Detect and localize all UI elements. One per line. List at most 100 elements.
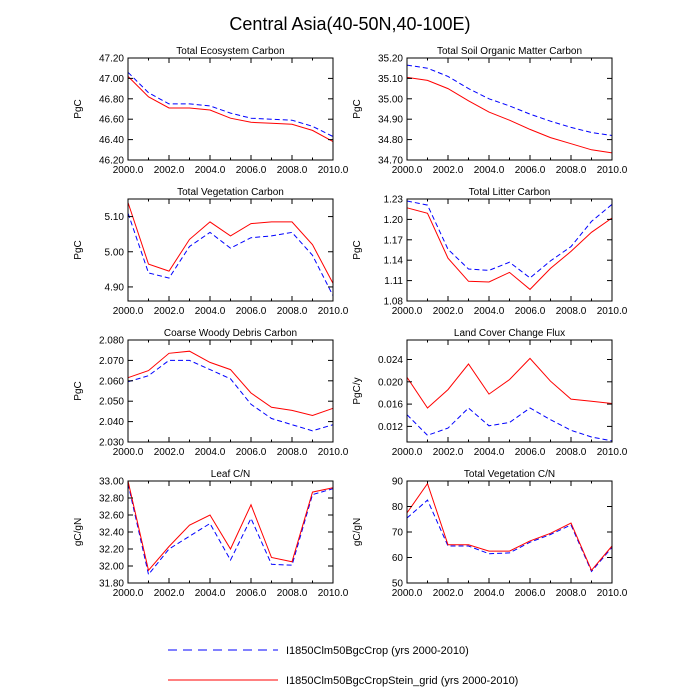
y-tick-label: 46.60 [99, 115, 124, 126]
panel-title: Total Ecosystem Carbon [176, 46, 284, 57]
x-tick-label: 2004.0 [195, 588, 226, 599]
y-tick-label: 32.40 [99, 528, 124, 539]
x-tick-label: 2000.0 [113, 165, 144, 176]
series-line-1 [406, 207, 613, 291]
panel-title: Land Cover Change Flux [454, 328, 565, 339]
x-tick-label: 2000.0 [113, 447, 144, 458]
x-tick-label: 2008.0 [277, 306, 308, 317]
chart-panel-3: Total Litter Carbon PgC 2000.0 2002.0 2004.0… [352, 187, 628, 317]
y-tick-label: 2.030 [99, 438, 124, 449]
y-tick-label: 0.020 [378, 377, 403, 388]
series-line-0 [406, 64, 613, 136]
chart-panel-5: Land Cover Change Flux PgC/y 2000.0 2002.0 2… [352, 328, 628, 458]
x-tick-label: 2006.0 [236, 447, 267, 458]
y-tick-label: 33.00 [99, 477, 124, 488]
y-tick-label: 2.040 [99, 417, 124, 428]
y-tick-label: 70 [392, 528, 404, 539]
x-tick-label: 2008.0 [556, 447, 587, 458]
y-tick-label: 46.20 [99, 156, 124, 167]
series-line-1 [406, 76, 613, 154]
x-tick-label: 2010.0 [318, 306, 349, 317]
y-tick-label: 2.080 [99, 336, 124, 347]
series-line-1 [406, 357, 613, 409]
x-tick-label: 2008.0 [277, 165, 308, 176]
x-tick-label: 2010.0 [318, 447, 349, 458]
plot-frame [406, 198, 613, 302]
y-tick-label: 2.070 [99, 356, 124, 367]
x-tick-label: 2010.0 [597, 588, 628, 599]
x-tick-label: 2002.0 [433, 588, 464, 599]
chart-panel-7: Total Vegetation C/N gC/gN 2000.0 2002.0 200… [352, 469, 628, 599]
plot-frame [406, 57, 613, 161]
panel-title: Total Litter Carbon [469, 187, 551, 198]
panel-title: Total Vegetation Carbon [177, 187, 284, 198]
series-line-0 [127, 212, 334, 296]
y-tick-label: 0.012 [378, 422, 403, 433]
y-tick-label: 46.40 [99, 135, 124, 146]
y-tick-label: 90 [392, 477, 404, 488]
panel-title: Leaf C/N [211, 469, 250, 480]
panel-title: Total Vegetation C/N [464, 469, 555, 480]
x-tick-label: 2010.0 [597, 447, 628, 458]
x-tick-label: 2004.0 [474, 447, 505, 458]
y-tick-label: 2.060 [99, 376, 124, 387]
chart-panel-1: Total Soil Organic Matter Carbon PgC 2000.… [352, 46, 628, 176]
plot-frame [127, 339, 334, 443]
y-axis-label: PgC [73, 240, 84, 259]
y-tick-label: 1.14 [384, 256, 404, 267]
panel-title: Total Soil Organic Matter Carbon [437, 46, 582, 57]
legend-label-1: I1850Clm50BgcCropStein_grid (yrs 2000-20… [286, 675, 518, 687]
y-tick-label: 60 [392, 553, 404, 564]
x-tick-label: 2004.0 [474, 588, 505, 599]
x-tick-label: 2006.0 [236, 588, 267, 599]
y-tick-label: 5.00 [105, 247, 125, 258]
series-line-0 [127, 483, 334, 576]
plot-frame [127, 480, 334, 584]
x-tick-label: 2004.0 [474, 306, 505, 317]
y-axis-label: gC/gN [352, 518, 363, 546]
y-tick-label: 1.23 [384, 195, 404, 206]
x-tick-label: 2002.0 [154, 306, 185, 317]
x-tick-label: 2004.0 [474, 165, 505, 176]
y-tick-label: 4.90 [105, 282, 125, 293]
x-tick-label: 2004.0 [195, 165, 226, 176]
x-tick-label: 2008.0 [556, 165, 587, 176]
x-tick-label: 2002.0 [433, 447, 464, 458]
x-tick-label: 2004.0 [195, 306, 226, 317]
legend-label-0: I1850Clm50BgcCrop (yrs 2000-2010) [286, 645, 469, 657]
x-tick-label: 2002.0 [433, 165, 464, 176]
y-tick-label: 34.80 [378, 135, 403, 146]
x-tick-label: 2008.0 [277, 447, 308, 458]
x-tick-label: 2000.0 [392, 306, 423, 317]
x-tick-label: 2002.0 [154, 165, 185, 176]
y-tick-label: 47.00 [99, 74, 124, 85]
y-tick-label: 34.90 [378, 115, 403, 126]
x-tick-label: 2006.0 [515, 447, 546, 458]
y-tick-label: 35.10 [378, 74, 403, 85]
y-tick-label: 0.024 [378, 355, 403, 366]
y-tick-label: 35.00 [378, 94, 403, 105]
series-line-0 [406, 407, 613, 442]
y-tick-label: 32.00 [99, 562, 124, 573]
y-tick-label: 50 [392, 579, 404, 590]
y-axis-label: PgC [73, 99, 84, 118]
y-axis-label: PgC [352, 99, 363, 118]
series-line-1 [127, 480, 334, 572]
series-line-0 [127, 71, 334, 137]
chart-panel-0: Total Ecosystem Carbon PgC 2000.0 2002.0 200… [73, 46, 349, 176]
chart-panels: Total Ecosystem Carbon PgC 2000.0 2002.0 200… [73, 46, 628, 599]
series-line-1 [406, 482, 613, 572]
plot-frame [127, 198, 334, 302]
y-axis-label: PgC/y [352, 377, 363, 404]
y-axis-label: PgC [73, 381, 84, 400]
y-axis-label: gC/gN [73, 518, 84, 546]
legend: I1850Clm50BgcCrop (yrs 2000-2010) I1850C… [168, 645, 518, 687]
panel-title: Coarse Woody Debris Carbon [164, 328, 297, 339]
x-tick-label: 2008.0 [556, 588, 587, 599]
y-tick-label: 32.20 [99, 545, 124, 556]
chart-panel-2: Total Vegetation Carbon PgC 2000.0 2002.0 20… [73, 187, 349, 317]
x-tick-label: 2000.0 [392, 588, 423, 599]
x-tick-label: 2002.0 [433, 306, 464, 317]
series-line-0 [127, 359, 334, 432]
plot-frame [127, 57, 334, 161]
